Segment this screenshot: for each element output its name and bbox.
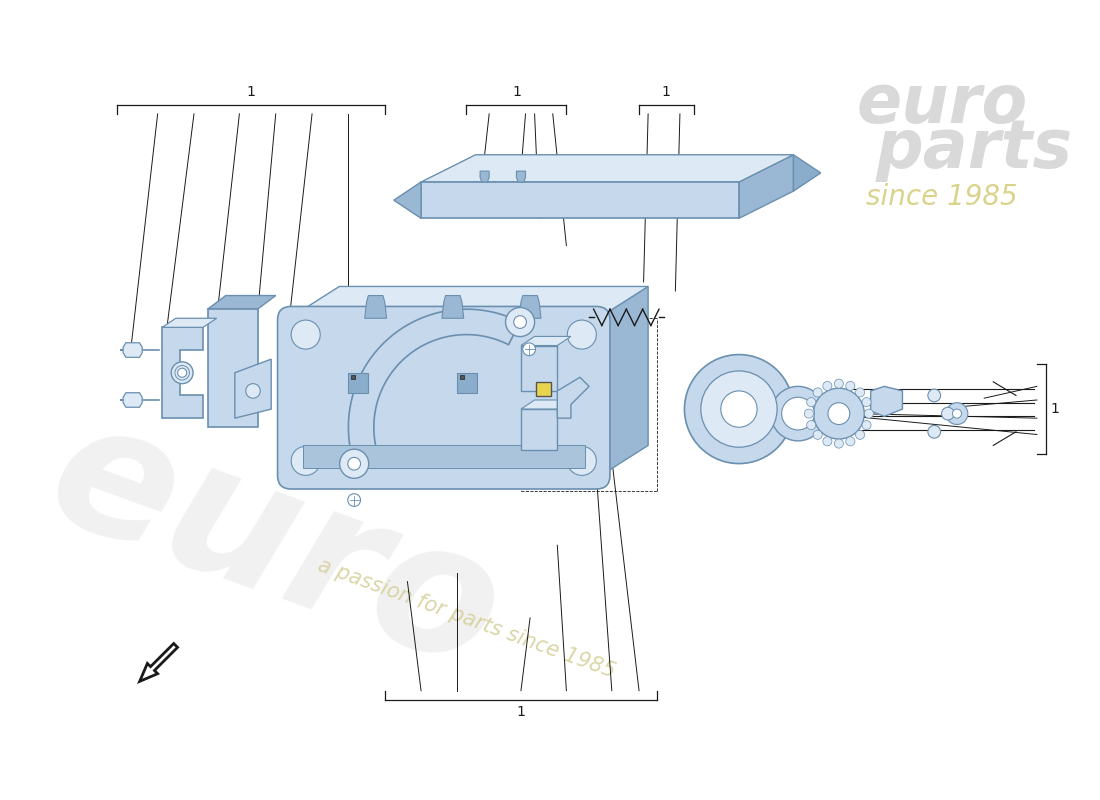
Circle shape <box>348 494 361 506</box>
Text: a passion for parts since 1985: a passion for parts since 1985 <box>315 554 618 682</box>
Polygon shape <box>162 318 217 327</box>
Text: parts: parts <box>876 116 1072 182</box>
Circle shape <box>828 402 850 425</box>
Polygon shape <box>598 286 648 478</box>
Circle shape <box>823 437 832 446</box>
Circle shape <box>834 439 844 448</box>
Circle shape <box>813 388 865 439</box>
Circle shape <box>771 386 825 441</box>
Polygon shape <box>140 643 177 682</box>
Circle shape <box>684 354 793 463</box>
Bar <box>351 375 354 379</box>
Text: euro: euro <box>28 383 524 707</box>
Circle shape <box>928 389 940 402</box>
Circle shape <box>177 368 187 378</box>
Circle shape <box>522 343 536 356</box>
Polygon shape <box>289 286 648 318</box>
FancyBboxPatch shape <box>277 306 610 489</box>
Circle shape <box>862 398 871 406</box>
Polygon shape <box>480 171 490 182</box>
Polygon shape <box>519 295 541 318</box>
Circle shape <box>720 391 757 427</box>
Polygon shape <box>349 309 520 464</box>
Bar <box>537 382 551 396</box>
Circle shape <box>846 437 855 446</box>
Bar <box>521 346 558 391</box>
Polygon shape <box>558 378 590 418</box>
Circle shape <box>834 379 844 388</box>
Polygon shape <box>521 337 571 346</box>
Circle shape <box>172 362 194 384</box>
Text: 1: 1 <box>662 86 671 99</box>
Polygon shape <box>516 171 526 182</box>
Circle shape <box>806 421 816 430</box>
Polygon shape <box>394 182 421 218</box>
Circle shape <box>953 409 961 418</box>
Text: 1: 1 <box>512 86 521 99</box>
Circle shape <box>292 446 320 475</box>
Circle shape <box>568 320 596 349</box>
Polygon shape <box>365 295 386 318</box>
Polygon shape <box>521 400 571 409</box>
Text: 1: 1 <box>517 705 526 719</box>
Bar <box>302 446 584 468</box>
Circle shape <box>782 398 814 430</box>
Polygon shape <box>162 327 204 418</box>
Polygon shape <box>442 295 464 318</box>
Polygon shape <box>208 295 276 309</box>
Circle shape <box>813 388 822 397</box>
Polygon shape <box>871 386 902 416</box>
Polygon shape <box>123 393 142 407</box>
Circle shape <box>928 426 940 438</box>
Circle shape <box>348 458 361 470</box>
Circle shape <box>506 307 535 337</box>
Bar <box>460 375 464 379</box>
Circle shape <box>946 402 968 425</box>
Polygon shape <box>421 154 793 182</box>
Circle shape <box>568 446 596 475</box>
Circle shape <box>942 407 954 420</box>
Circle shape <box>865 409 873 418</box>
Circle shape <box>846 382 855 390</box>
Circle shape <box>806 398 816 406</box>
Circle shape <box>804 409 813 418</box>
Bar <box>349 373 368 393</box>
Text: since 1985: since 1985 <box>866 182 1018 210</box>
Circle shape <box>245 384 261 398</box>
Polygon shape <box>208 309 257 427</box>
Polygon shape <box>739 154 793 218</box>
Circle shape <box>813 430 822 439</box>
Circle shape <box>862 421 871 430</box>
Circle shape <box>823 382 832 390</box>
Polygon shape <box>793 154 821 191</box>
Polygon shape <box>123 342 142 358</box>
Circle shape <box>856 430 865 439</box>
Text: 1: 1 <box>1050 402 1059 416</box>
Polygon shape <box>234 359 272 418</box>
Circle shape <box>340 450 368 478</box>
Bar <box>458 373 477 393</box>
Circle shape <box>701 371 777 447</box>
Circle shape <box>292 320 320 349</box>
Text: 1: 1 <box>246 86 255 99</box>
Polygon shape <box>421 182 739 218</box>
Circle shape <box>514 316 527 328</box>
Text: euro: euro <box>857 71 1028 137</box>
Polygon shape <box>289 318 598 478</box>
Bar <box>521 409 558 450</box>
Circle shape <box>856 388 865 397</box>
